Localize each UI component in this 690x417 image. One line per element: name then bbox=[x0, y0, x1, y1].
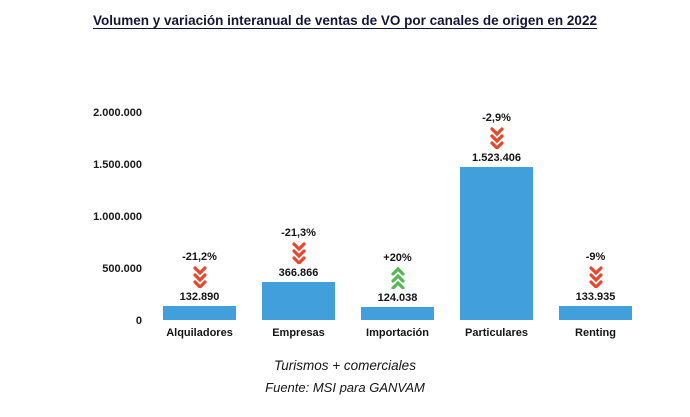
arrow-down-icon bbox=[489, 127, 505, 151]
y-tick-label: 2.000.000 bbox=[93, 107, 142, 119]
bar-value-label: 133.935 bbox=[575, 291, 616, 304]
arrow-up-icon bbox=[390, 266, 406, 290]
footnote-source: Fuente: MSI para GANVAM bbox=[265, 380, 425, 395]
bar bbox=[162, 306, 237, 320]
bar-value-label: 366.866 bbox=[278, 266, 319, 279]
bar-value-label: 132.890 bbox=[179, 291, 220, 304]
variation-label: +20% bbox=[383, 252, 412, 265]
y-tick-label: 500.000 bbox=[102, 263, 142, 275]
category-label: Empresas bbox=[272, 327, 325, 339]
bar bbox=[558, 306, 633, 320]
bar bbox=[261, 281, 336, 320]
variation-label: -2,9% bbox=[482, 112, 511, 124]
arrow-down-icon bbox=[588, 266, 604, 290]
category-label: Importación bbox=[366, 327, 429, 339]
y-tick-label: 1.000.000 bbox=[93, 211, 142, 223]
category-label: Renting bbox=[575, 327, 616, 339]
bar-value-label: 1.523.406 bbox=[472, 152, 521, 164]
bar-value-label: 124.038 bbox=[377, 292, 418, 305]
category-label: Particulares bbox=[465, 327, 528, 339]
arrow-down-icon bbox=[192, 266, 208, 290]
y-axis: 0 500.000 1.000.000 1.500.000 2.000.000 bbox=[56, 107, 142, 327]
bar-column: +20% 124.038 Importación bbox=[348, 112, 447, 339]
variation-label: -21,3% bbox=[281, 226, 316, 239]
footnote-vehicle-types: Turismos + comerciales bbox=[274, 358, 416, 373]
chart-title: Volumen y variación interanual de ventas… bbox=[93, 13, 597, 28]
bar-column: -21,3% 366.866 Empresas bbox=[249, 112, 348, 339]
bar bbox=[360, 307, 435, 320]
arrow-down-icon bbox=[291, 242, 307, 266]
bar-column: -9% 133.935 Renting bbox=[546, 112, 645, 339]
y-tick-label: 0 bbox=[135, 315, 142, 327]
y-tick-label: 1.500.000 bbox=[93, 159, 142, 171]
plot-area: -21,2% 132.890 Alquiladores -21,3% 366.866 Em… bbox=[150, 112, 645, 339]
bar bbox=[459, 167, 534, 320]
variation-label: -9% bbox=[585, 251, 606, 264]
bar-column: -2,9% 1.523.406 Particulares bbox=[447, 112, 546, 339]
bar-column: -21,2% 132.890 Alquiladores bbox=[150, 112, 249, 339]
variation-label: -21,2% bbox=[182, 251, 217, 264]
category-label: Alquiladores bbox=[166, 327, 233, 339]
